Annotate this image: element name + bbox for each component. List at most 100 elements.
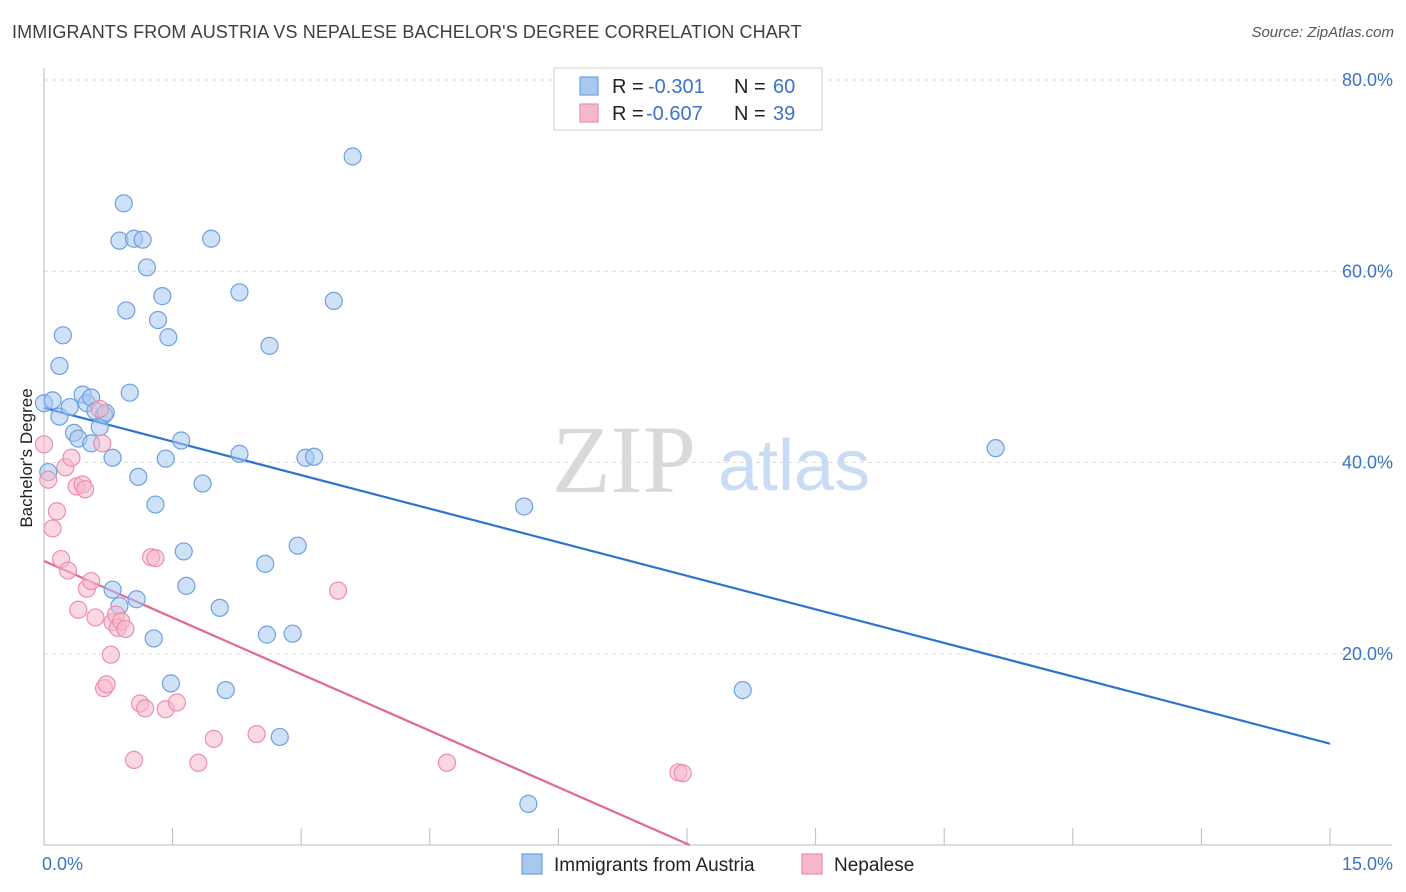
point-nepalese-1 xyxy=(39,470,58,489)
point-austria-28 xyxy=(137,258,156,277)
point-nepalese-24 xyxy=(116,619,135,638)
point-austria-50 xyxy=(288,536,307,555)
y-tick-labels: 20.0% 40.0% 60.0% 80.0% xyxy=(1342,70,1393,664)
point-austria-52 xyxy=(304,447,324,466)
point-nepalese-29 xyxy=(146,549,165,568)
point-nepalese-19 xyxy=(101,645,120,664)
point-austria-21 xyxy=(114,194,133,213)
point-austria-17 xyxy=(103,580,122,599)
point-austria-45 xyxy=(256,554,275,573)
point-austria-27 xyxy=(133,230,152,249)
point-nepalese-6 xyxy=(58,561,78,580)
point-austria-25 xyxy=(127,590,146,609)
point-nepalese-31 xyxy=(167,693,186,712)
point-austria-23 xyxy=(120,383,139,402)
point-austria-46 xyxy=(257,625,277,644)
chart-source: Source: ZipAtlas.com xyxy=(1251,24,1394,41)
point-austria-29 xyxy=(144,629,163,648)
point-austria-47 xyxy=(260,336,279,355)
point-nepalese-3 xyxy=(47,502,66,521)
point-nepalese-18 xyxy=(97,675,116,694)
watermark: ZIP atlas xyxy=(552,406,870,513)
point-austria-58 xyxy=(986,439,1005,458)
point-austria-30 xyxy=(146,495,165,514)
point-nepalese-36 xyxy=(437,753,457,772)
point-austria-53 xyxy=(324,291,343,310)
legend-n-value-austria: 60 xyxy=(773,76,795,98)
legend-r-value-nepalese: -0.607 xyxy=(646,103,703,125)
watermark-atlas: atlas xyxy=(718,426,870,506)
legend-n-label-nepalese: N = xyxy=(734,103,766,125)
point-nepalese-34 xyxy=(247,724,266,744)
y-tick-label-3: 80.0% xyxy=(1342,70,1393,90)
point-austria-42 xyxy=(216,680,235,700)
point-nepalese-14 xyxy=(86,608,105,627)
trend-line-nepalese xyxy=(43,559,691,847)
y-tick-label-1: 40.0% xyxy=(1342,453,1393,473)
point-austria-35 xyxy=(161,674,180,693)
grid-lines xyxy=(44,79,1392,655)
point-austria-57 xyxy=(733,680,752,700)
point-austria-32 xyxy=(153,287,172,306)
point-austria-22 xyxy=(117,301,136,320)
point-austria-38 xyxy=(177,576,196,595)
point-nepalese-27 xyxy=(136,699,155,718)
point-austria-56 xyxy=(519,794,538,813)
point-nepalese-35 xyxy=(328,581,348,600)
x-tick-label-1: 15.0% xyxy=(1342,854,1393,874)
point-nepalese-16 xyxy=(93,434,112,453)
point-austria-41 xyxy=(210,598,229,617)
point-nepalese-7 xyxy=(62,448,81,467)
point-austria-48 xyxy=(270,727,289,747)
series-legend-swatch-nepalese xyxy=(801,853,823,875)
chart-title: IMMIGRANTS FROM AUSTRIA VS NEPALESE BACH… xyxy=(12,22,802,42)
point-nepalese-33 xyxy=(204,729,223,748)
watermark-zip: ZIP xyxy=(552,406,696,513)
point-austria-36 xyxy=(172,431,191,450)
point-austria-2 xyxy=(43,391,62,410)
point-austria-37 xyxy=(174,542,193,561)
point-austria-49 xyxy=(283,624,302,643)
point-nepalese-15 xyxy=(90,399,109,419)
point-austria-39 xyxy=(193,474,212,493)
point-nepalese-38 xyxy=(673,764,692,783)
legend-swatch-nepalese xyxy=(579,103,599,123)
point-austria-55 xyxy=(515,497,534,516)
point-nepalese-32 xyxy=(189,753,208,772)
legend-r-label-nepalese: R = xyxy=(612,103,644,125)
point-nepalese-11 xyxy=(76,480,95,499)
legend-swatch-austria xyxy=(579,76,599,96)
point-nepalese-9 xyxy=(69,600,88,619)
point-austria-34 xyxy=(159,328,178,347)
point-austria-26 xyxy=(129,467,148,486)
trend-line-austria xyxy=(43,406,1331,745)
legend-n-label-austria: N = xyxy=(734,76,766,98)
point-austria-4 xyxy=(53,326,72,345)
legend-r-label-austria: R = xyxy=(612,76,644,98)
point-austria-40 xyxy=(202,229,221,248)
axes xyxy=(43,68,1392,846)
point-nepalese-25 xyxy=(124,750,144,769)
series-legend: Immigrants from Austria Nepalese xyxy=(521,853,914,876)
series-legend-label-nepalese: Nepalese xyxy=(834,855,914,876)
y-tick-label-2: 60.0% xyxy=(1342,261,1393,281)
legend-r-value-austria: -0.301 xyxy=(648,76,705,98)
point-nepalese-13 xyxy=(82,571,101,591)
y-tick-label-0: 20.0% xyxy=(1342,644,1393,664)
point-austria-54 xyxy=(343,147,362,166)
trend-lines xyxy=(43,406,1331,847)
data-points xyxy=(34,147,1005,813)
point-austria-6 xyxy=(60,397,79,417)
point-austria-18 xyxy=(103,448,122,467)
series-legend-swatch-austria xyxy=(521,853,543,875)
legend-n-value-nepalese: 39 xyxy=(773,103,795,125)
x-tick-label-0: 0.0% xyxy=(42,854,83,874)
y-axis-title: Bachelor's Degree xyxy=(17,388,36,527)
series-legend-label-austria: Immigrants from Austria xyxy=(554,855,755,876)
point-nepalese-2 xyxy=(43,519,62,538)
point-austria-43 xyxy=(230,283,249,302)
point-austria-44 xyxy=(230,444,249,463)
point-nepalese-0 xyxy=(34,435,54,454)
point-austria-33 xyxy=(156,449,175,468)
